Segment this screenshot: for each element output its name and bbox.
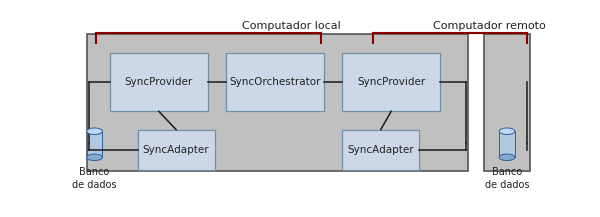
Ellipse shape bbox=[86, 154, 103, 161]
Ellipse shape bbox=[499, 128, 515, 135]
Bar bbox=[343, 130, 419, 170]
Text: SyncAdapter: SyncAdapter bbox=[143, 145, 209, 155]
Bar bbox=[343, 53, 440, 111]
Bar bbox=[110, 53, 208, 111]
Bar bbox=[86, 34, 468, 171]
Bar bbox=[86, 131, 103, 157]
Bar bbox=[484, 34, 530, 171]
Text: SyncProvider: SyncProvider bbox=[125, 77, 193, 87]
Text: SyncOrchestrator: SyncOrchestrator bbox=[229, 77, 320, 87]
Bar bbox=[499, 131, 515, 157]
Bar bbox=[138, 130, 215, 170]
Text: Banco
de dados: Banco de dados bbox=[72, 167, 117, 190]
Ellipse shape bbox=[86, 128, 103, 135]
Text: Banco
de dados: Banco de dados bbox=[485, 167, 529, 190]
Bar bbox=[226, 53, 324, 111]
Text: Computador local: Computador local bbox=[242, 21, 341, 31]
Text: Computador remoto: Computador remoto bbox=[433, 21, 546, 31]
Text: SyncAdapter: SyncAdapter bbox=[347, 145, 414, 155]
Ellipse shape bbox=[499, 154, 515, 161]
Text: SyncProvider: SyncProvider bbox=[357, 77, 425, 87]
